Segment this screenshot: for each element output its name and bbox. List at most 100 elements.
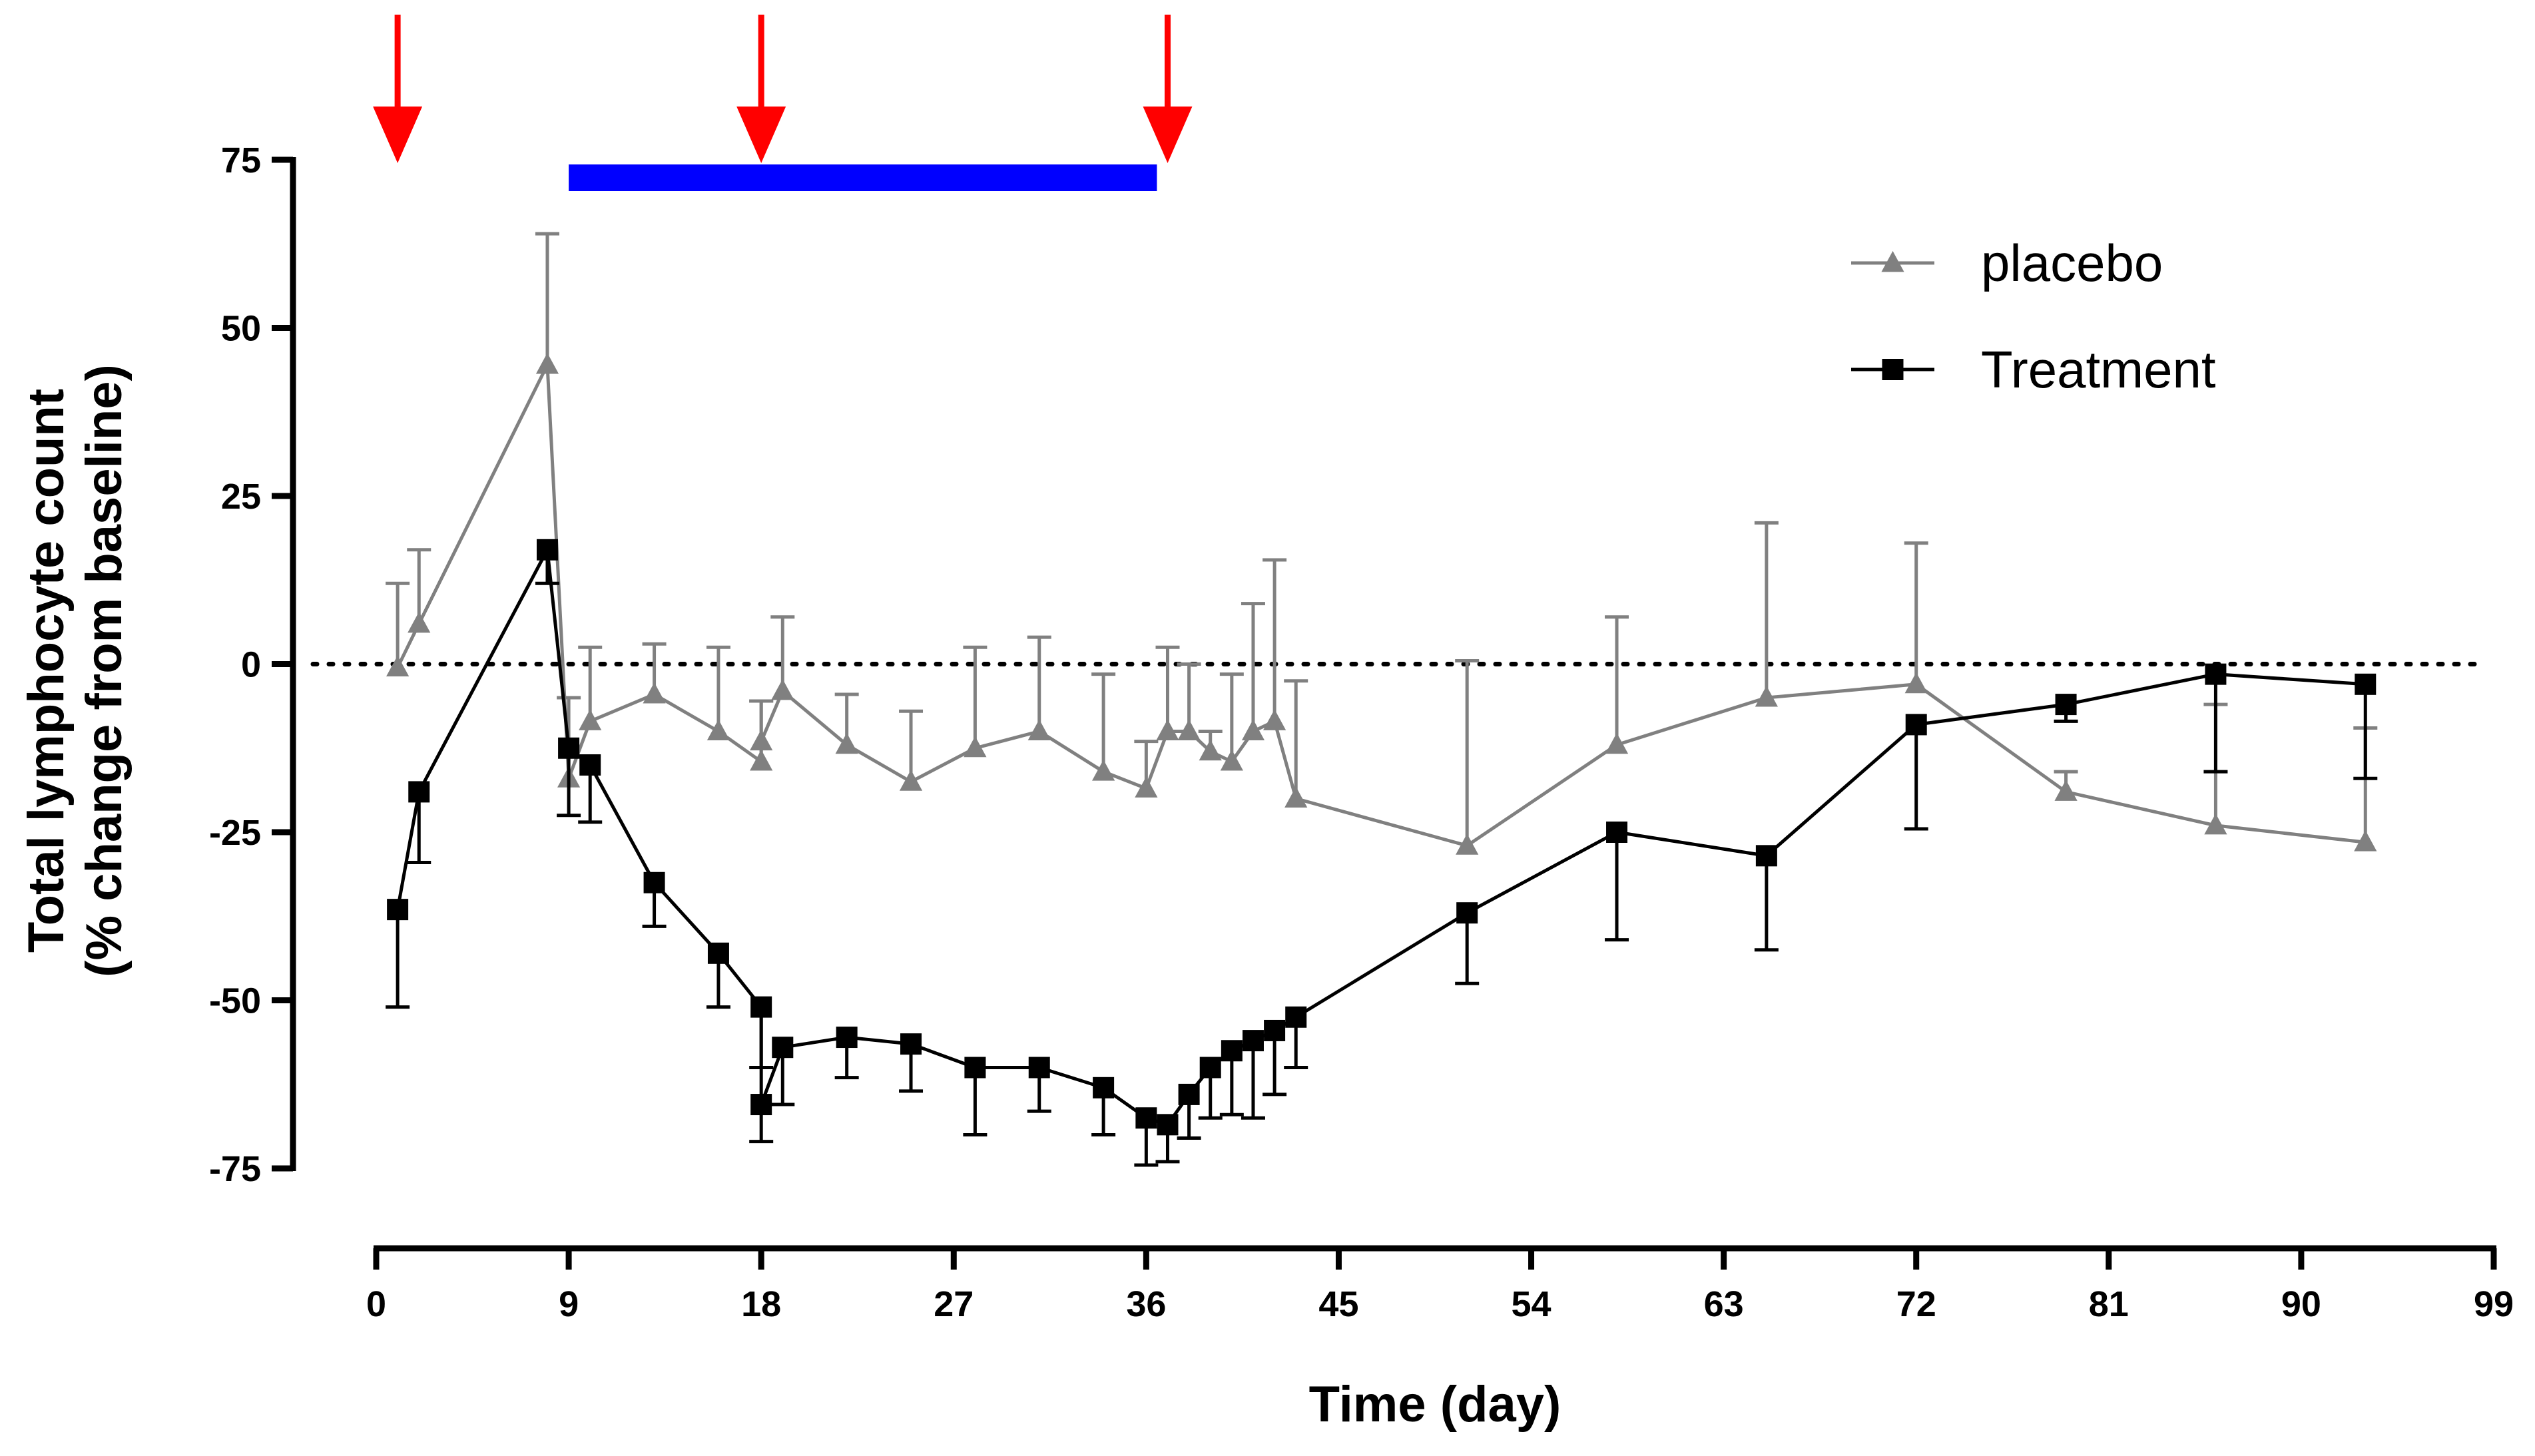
x-axis-title: Time (day) — [1309, 1376, 1561, 1433]
data-point — [1221, 1040, 1243, 1062]
data-point — [387, 899, 409, 921]
series-line — [396, 548, 2366, 1126]
x-tick-label: 9 — [559, 1284, 579, 1324]
data-point — [1027, 719, 1051, 740]
data-point — [835, 732, 858, 754]
data-point — [750, 749, 773, 771]
data-point — [1157, 1114, 1179, 1136]
x-tick-label: 45 — [1318, 1284, 1358, 1324]
y-tick-label: 50 — [221, 309, 261, 349]
data-point — [1028, 1057, 1050, 1079]
series-placebo — [386, 232, 2378, 855]
x-tick-label: 72 — [1896, 1284, 1936, 1324]
y-tick-label: 75 — [221, 140, 261, 180]
data-point — [900, 1033, 922, 1055]
x-tick-label: 63 — [1704, 1284, 1744, 1324]
legend-label-treatment: Treatment — [1981, 340, 2216, 399]
data-point — [2055, 694, 2077, 716]
data-point — [899, 770, 923, 791]
data-point — [772, 1037, 794, 1059]
data-point — [1905, 714, 1927, 736]
series-treatment — [386, 539, 2378, 1167]
data-point — [1241, 719, 1265, 740]
x-tick-label: 99 — [2474, 1284, 2514, 1324]
data-point — [1264, 1019, 1286, 1041]
y-ticks: 75 50 25 0 -25 -50 -75 — [209, 140, 293, 1189]
data-point — [750, 1094, 772, 1116]
data-point — [579, 754, 601, 776]
data-point — [2354, 830, 2377, 851]
data-point — [1456, 902, 1478, 924]
data-point — [1904, 672, 1928, 694]
y-tick-label: -50 — [209, 981, 261, 1021]
legend: placebo Treatment — [1851, 234, 2216, 399]
treatment-period-bar — [569, 164, 1157, 191]
x-tick-label: 27 — [934, 1284, 974, 1324]
data-point — [1199, 1057, 1221, 1079]
y-tick-label: -75 — [209, 1149, 261, 1189]
data-point — [750, 729, 773, 751]
x-tick-label: 81 — [2089, 1284, 2129, 1324]
data-point — [1156, 719, 1179, 740]
data-point — [1285, 1006, 1307, 1028]
x-tick-label: 36 — [1126, 1284, 1166, 1324]
legend-entry-treatment: Treatment — [1851, 340, 2216, 399]
annotations — [373, 15, 1193, 191]
data-point — [1178, 1083, 1200, 1105]
data-point — [408, 611, 431, 633]
y-tick-label: -25 — [209, 813, 261, 853]
data-point — [1199, 739, 1222, 761]
data-point — [1456, 834, 1479, 855]
data-point — [750, 996, 772, 1018]
data-point — [1177, 719, 1201, 740]
data-point — [536, 539, 558, 561]
legend-marker-treatment — [1882, 359, 1904, 380]
data-point — [643, 682, 666, 704]
data-point — [535, 353, 559, 374]
y-axis-title-line2: (% change from baseline) — [76, 364, 133, 977]
x-tick-label: 18 — [741, 1284, 781, 1324]
legend-entry-placebo: placebo — [1851, 234, 2163, 292]
data-point — [964, 1057, 986, 1079]
data-point — [1755, 686, 1778, 707]
series-line — [396, 363, 2366, 848]
x-ticks: 0 9 18 27 36 45 54 63 72 81 90 99 — [366, 1248, 2514, 1324]
series-layer — [386, 232, 2378, 1167]
data-point — [2204, 813, 2227, 835]
legend-marker-placebo — [1881, 251, 1904, 272]
data-point — [386, 655, 410, 677]
x-tick-label: 0 — [366, 1284, 386, 1324]
dosing-arrow-head — [1143, 107, 1193, 163]
data-point — [771, 678, 794, 700]
data-point — [964, 736, 987, 758]
dosing-arrow-head — [736, 107, 786, 163]
x-tick-label: 54 — [1512, 1284, 1551, 1324]
data-point — [1135, 1107, 1157, 1129]
data-point — [1263, 709, 1286, 730]
data-point — [579, 709, 602, 730]
axes: 75 50 25 0 -25 -50 -75 0 9 18 27 36 45 54 63 72 81 90 99 — [209, 140, 2514, 1324]
data-point — [707, 942, 729, 964]
data-point — [2355, 673, 2377, 695]
data-point — [1606, 822, 1628, 843]
data-point — [1242, 1030, 1264, 1052]
x-tick-label: 90 — [2281, 1284, 2321, 1324]
data-point — [1605, 732, 1629, 754]
y-tick-label: 0 — [241, 645, 261, 685]
data-point — [558, 737, 580, 759]
data-point — [706, 719, 730, 740]
data-point — [1220, 749, 1243, 771]
data-point — [1092, 760, 1115, 781]
data-point — [1135, 776, 1158, 798]
data-point — [836, 1027, 858, 1049]
data-point — [2054, 780, 2078, 801]
data-point — [408, 781, 430, 803]
data-point — [643, 871, 665, 893]
data-point — [1755, 845, 1777, 867]
y-axis-title-line1: Total lymphocyte count — [18, 389, 75, 953]
data-point — [1093, 1077, 1115, 1098]
legend-label-placebo: placebo — [1981, 234, 2163, 292]
data-point — [2205, 663, 2227, 685]
data-point — [1284, 786, 1308, 808]
